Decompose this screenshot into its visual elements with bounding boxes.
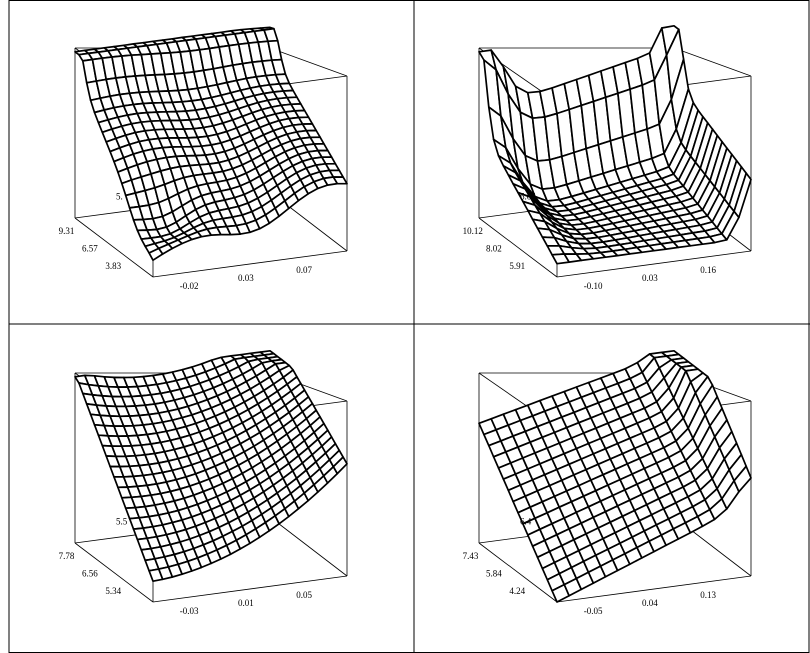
y-tick-label: 4.24 bbox=[509, 586, 525, 596]
x-tick-label: 0.13 bbox=[700, 590, 716, 600]
y-tick-label: 3.83 bbox=[105, 261, 121, 271]
surface-cell bbox=[332, 456, 348, 475]
surface-mesh bbox=[74, 349, 348, 583]
surface-panel: -0.02 0.03 0.07 3.83 6.57 9.31 5. bbox=[59, 26, 348, 291]
surface-cell bbox=[733, 172, 752, 219]
x-tick-label: -0.10 bbox=[584, 281, 603, 291]
x-tick-label: 0.01 bbox=[238, 598, 254, 608]
box-edge bbox=[269, 516, 348, 577]
y-tick-label: 7.78 bbox=[59, 551, 75, 561]
y-tick-label: 9.31 bbox=[59, 226, 75, 236]
box-edge bbox=[478, 542, 558, 603]
y-tick-label: 6.56 bbox=[82, 569, 98, 579]
y-tick-label: 5.34 bbox=[105, 586, 121, 596]
z-tick-label: 6.05 bbox=[520, 192, 536, 202]
y-tick-label: 5.84 bbox=[486, 569, 502, 579]
tick-labels: -0.02 0.03 0.07 3.83 6.57 9.31 5. bbox=[59, 192, 313, 291]
box-edge bbox=[74, 217, 154, 278]
panels: -0.02 0.03 0.07 3.83 6.57 9.31 5. -0.10 0.03 0.16… bbox=[59, 24, 752, 616]
surface-cell bbox=[332, 176, 348, 185]
x-tick-label: 0.07 bbox=[296, 265, 312, 275]
surface-cell bbox=[733, 465, 752, 493]
surface-mesh bbox=[478, 349, 752, 603]
tick-labels: -0.03 0.01 0.05 5.34 6.56 7.78 5.5 bbox=[59, 517, 313, 616]
surface-mesh bbox=[478, 24, 752, 265]
x-tick-label: -0.05 bbox=[584, 606, 603, 616]
x-tick-label: 0.04 bbox=[642, 598, 658, 608]
x-tick-label: 0.03 bbox=[238, 273, 254, 283]
tick-labels: -0.05 0.04 0.13 4.24 5.84 7.43 6.4 bbox=[463, 517, 717, 616]
box-edge bbox=[269, 47, 348, 77]
y-tick-label: 10.12 bbox=[463, 226, 483, 236]
x-tick-label: 0.03 bbox=[642, 273, 658, 283]
y-tick-label: 7.43 bbox=[463, 551, 479, 561]
box-edge bbox=[478, 217, 558, 278]
x-tick-label: -0.03 bbox=[180, 606, 199, 616]
box-edge bbox=[152, 250, 348, 278]
surface-panel: -0.05 0.04 0.13 4.24 5.84 7.43 6.4 bbox=[463, 349, 752, 616]
box-edge bbox=[74, 542, 154, 603]
surface-panel: -0.03 0.01 0.05 5.34 6.56 7.78 5.5 bbox=[59, 349, 348, 616]
box-edge bbox=[152, 575, 348, 603]
y-tick-label: 8.02 bbox=[486, 244, 502, 254]
x-tick-label: -0.02 bbox=[180, 281, 199, 291]
y-tick-label: 6.57 bbox=[82, 244, 98, 254]
z-tick-label: 5.5 bbox=[116, 517, 128, 527]
box-edge bbox=[556, 250, 752, 278]
z-tick-label: 6.4 bbox=[520, 517, 532, 527]
box-edge bbox=[673, 47, 752, 77]
surface-mesh bbox=[74, 26, 348, 262]
box-edge bbox=[556, 575, 752, 603]
z-tick-label: 5. bbox=[116, 192, 123, 202]
y-tick-label: 5.91 bbox=[509, 261, 525, 271]
x-tick-label: 0.16 bbox=[700, 265, 716, 275]
x-tick-label: 0.05 bbox=[296, 590, 312, 600]
